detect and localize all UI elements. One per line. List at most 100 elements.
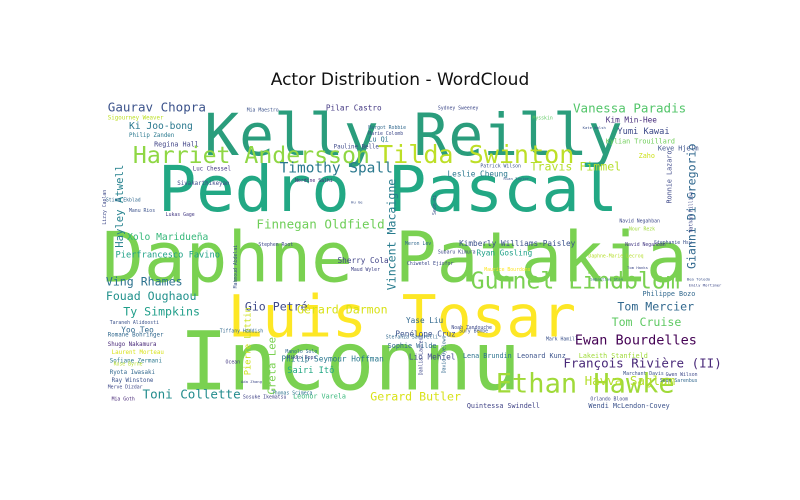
word-ki-joo-bong: Ki Joo-bong: [129, 121, 193, 132]
word-sury-bembe: Sury Bembe: [459, 329, 488, 335]
word-ray-winstone: Ray Winstone: [112, 378, 154, 384]
word-rose-byrne: Rose Byrne: [114, 362, 143, 368]
word-dahlia-laurent: Dahlia Laurent: [418, 335, 424, 376]
word-daphne-patakia: Daphne Patakia: [102, 218, 688, 299]
word-gio-petr: Gio Petré: [245, 300, 308, 314]
word-shugo-nakamura: Shugo Nakamura: [108, 342, 157, 348]
word-pauline-belle: Pauline Belle: [334, 144, 380, 150]
word-sivakarthikeyan: Sivakarthikeyan: [177, 181, 229, 187]
word-margot-robbie: Margot Robbie: [368, 125, 406, 131]
word-tiffany-haddish: Tiffany Haddish: [220, 329, 264, 335]
word-lu-qi: Lu Qi: [368, 136, 388, 144]
word-kelly-reilly: Kelly Reilly: [204, 101, 622, 169]
word-navid-negahban: Navid Negahban: [625, 242, 666, 248]
word-xolo-maridue-a: Xolo Maridueña: [127, 232, 208, 243]
word-manolo-solo: Manolo Solo: [285, 349, 317, 355]
word-ocean: Ocean: [226, 360, 241, 366]
word-taraneh-alidoosti: Taraneh Alidoosti: [110, 320, 159, 326]
word-zaho: Zaho: [639, 152, 655, 160]
word-philip-seymour-hoffman: Philip Seymour Hoffman: [282, 355, 384, 364]
word-sebastian-stan: Sebastian Stan: [590, 277, 623, 282]
word-marie-colomb: Marie Colomb: [368, 131, 403, 137]
word-finnegan-oldfield: Finnegan Oldfield: [256, 216, 384, 231]
word-keve-hjelm: Keve Hjelm: [658, 144, 699, 152]
chart-title: Actor Distribution - WordCloud: [270, 70, 530, 90]
word-gianni-di-gregorio: Gianni Di Gregorio: [685, 144, 699, 270]
word-sydney-sweeney: Sydney Sweeney: [438, 106, 479, 112]
word-thomas-scimeca: Thomas Scimeca: [272, 390, 313, 396]
word-fouad-oughaou: Fouad Oughaou: [106, 289, 197, 303]
word-stina-ekblad: Stina Ekblad: [106, 197, 141, 203]
word-stephen-root: Stephen Root: [258, 242, 293, 248]
word-tilda-swinton: Tilda Swinton: [378, 140, 574, 169]
word-gerard-butler: Gerard Butler: [370, 389, 461, 403]
word-vincent-macaigne: Vincent Macaigne: [384, 179, 398, 291]
word-romane-bohringer: Romane Bohringer: [108, 333, 164, 339]
word-yoo-teo: Yoo Teo: [121, 326, 154, 335]
word-tom-cruise: Tom Cruise: [612, 315, 682, 329]
word-toni-collette: Toni Collette: [143, 386, 241, 401]
word-nordine-salhi: Nordine Salhi: [295, 178, 333, 184]
word-david-oyelowo: David Oyelowo: [442, 335, 448, 373]
word-ving-rhames: Ving Rhames: [106, 274, 183, 288]
word-ewan-bourdelles: Ewan Bourdelles: [575, 332, 697, 348]
word-inconnu: Inconnu: [179, 316, 521, 410]
word-navid-negahban: Navid Negahban: [619, 219, 660, 225]
word-seun-sarenbus: Seun Sarenbus: [660, 378, 698, 384]
word-regina-hall: Regina Hall: [154, 140, 199, 148]
word-ada-zhang: Ada Zhang: [241, 379, 262, 384]
word-kate-walsh: Kate Walsh: [583, 125, 606, 130]
word-tom-mercier: Tom Mercier: [617, 300, 694, 314]
word-travis-fimmel: Travis Fimmel: [531, 160, 622, 174]
word-manu-rios: Manu Rios: [129, 208, 155, 214]
word-nathan-fillion: Nathan Fillion: [689, 192, 695, 233]
word-mia-goth: Mia Goth: [112, 396, 135, 402]
word-maurice-bourdons: Maurice Bourdons: [484, 267, 530, 273]
word-gaurav-chopra: Gaurav Chopra: [108, 100, 206, 115]
word-ronnie-lazaro: Ronnie Lazaro: [665, 151, 673, 204]
word-pierfrancesco-favino: Pierfrancesco Favino: [116, 250, 220, 260]
word-rian-taylor: Rian Taylor: [504, 176, 530, 181]
word-lizzy-caplan: Lizzy Caplan: [102, 190, 108, 225]
word-timothy-spall: Timothy Spall: [280, 160, 393, 176]
word-pedro-pascal: Pedro Pascal: [158, 153, 618, 227]
word-ethan-hawke: Ethan Hawke: [496, 369, 675, 400]
word-quintessa-swindell: Quintessa Swindell: [467, 402, 540, 410]
word-mia-maestro: Mia Maestro: [247, 108, 279, 114]
word-mark-hamill: Mark Hamill: [546, 336, 578, 342]
word-sherry-cola: Sherry Cola: [338, 256, 389, 265]
word-hu-ge: Hu Ge: [351, 199, 363, 204]
word-daphne-marie-lecroq: Daphne-Marie Lecroq: [588, 253, 643, 259]
word-kim-min-hee: Kim Min-Hee: [606, 115, 657, 124]
word-greta-lee: Greta Lee: [266, 337, 279, 395]
word-hayley-atwell: Hayley Atwell: [113, 165, 126, 248]
word-maud-wyler: Maud Wyler: [351, 267, 380, 273]
word-chiwetel-ejiofor: Chiwetel Ejiofor: [407, 261, 453, 267]
word-yumi-kawai: Yumi Kawai: [617, 127, 669, 137]
word-luc-chessel: Luc Chessel: [193, 167, 231, 173]
word-mahmoud-abdelai: Mahmoud Abdelai: [233, 245, 239, 289]
word-leonard-kunz: Leonard Kunz: [517, 352, 566, 360]
word-sosuke-ikematsu: Sosuke Ikematsu: [243, 394, 287, 400]
word-laurent-morteau: Laurent Morteau: [112, 350, 164, 356]
word-nour-rezk: Nour Rezk: [629, 226, 655, 232]
word-tom-hanks: Tom Hanks: [627, 265, 648, 270]
word-seon-mi: Seon-mi: [432, 195, 438, 215]
word-subaru-kimura: Subaru Kimura: [438, 250, 476, 256]
word-orlando-bloom: Orlando Bloom: [590, 396, 628, 402]
word-luis-tosar: Luis Tosar: [227, 283, 576, 351]
word-vanessa-paradis: Vanessa Paradis: [573, 101, 686, 116]
word-meron-lev: Meron Lev: [405, 241, 431, 247]
word-havva-saglam: Havva Saglam: [585, 373, 676, 388]
word-pen-lope-cruz: Penélope Cruz: [395, 330, 455, 339]
word-gwen-wilson: Gwen Wilson: [666, 372, 698, 378]
word-fran-ois-rivi-re-ii: François Rivière (II): [563, 355, 721, 370]
word-stefania-sandrelli: Stefania Sandrelli: [386, 335, 438, 341]
word-pilar-castro: Pilar Castro: [326, 104, 382, 113]
word-philip-zanden: Philip Zanden: [129, 133, 174, 139]
word-lena-brundin: Lena Brundin: [463, 352, 512, 360]
word-sofiane-zermani: Sofiane Zermani: [110, 359, 163, 365]
word-patrick-wilson: Patrick Wilson: [480, 164, 521, 170]
word-gunnel-lindblom: Gunnel Lindblom: [471, 268, 680, 294]
